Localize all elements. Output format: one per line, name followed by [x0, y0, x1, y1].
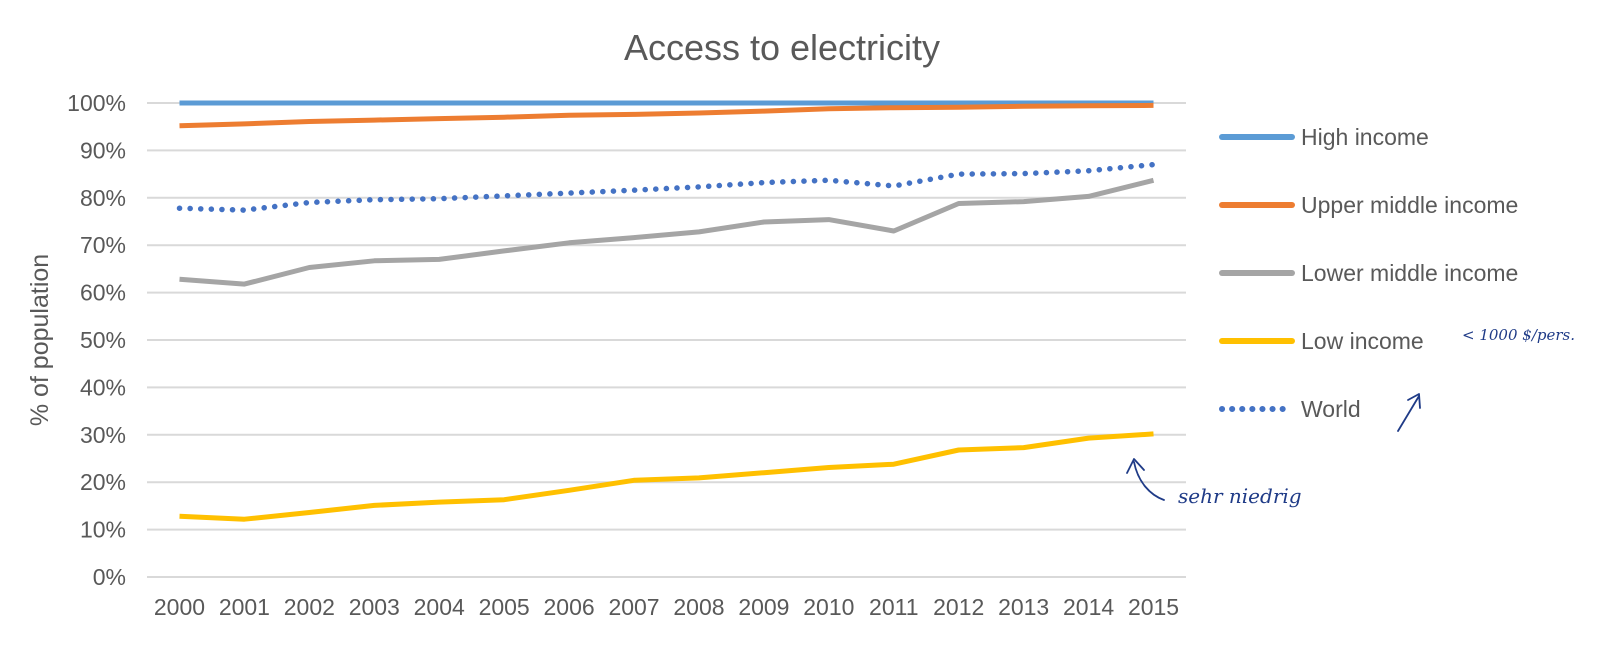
x-tick-label: 2011 [869, 594, 918, 620]
y-tick-label: 60% [80, 280, 126, 306]
y-tick-label: 90% [80, 137, 126, 163]
x-tick-label: 2008 [673, 594, 724, 620]
gridlines [147, 102, 1186, 578]
y-tick-label: 30% [80, 422, 126, 448]
y-tick-label: 20% [80, 469, 126, 495]
y-tick-label: 70% [80, 232, 126, 258]
x-axis-ticks: 2000 2001 2002 2003 2004 2005 2006 2007 2008 2009… [154, 594, 1179, 620]
x-tick-label: 2015 [1128, 594, 1179, 620]
y-tick-label: 10% [80, 517, 126, 543]
arrow-to-threshold-icon [1397, 393, 1421, 432]
legend-label-low-income: Low income [1301, 328, 1424, 354]
x-tick-label: 2013 [998, 594, 1049, 620]
legend-label-world: World [1301, 396, 1361, 422]
legend: High income Upper middle income Lower midd… [1219, 124, 1518, 422]
x-tick-label: 2010 [803, 594, 854, 620]
y-tick-label: 50% [80, 327, 126, 353]
x-tick-label: 2006 [544, 594, 595, 620]
legend-label-high-income: High income [1301, 124, 1429, 150]
x-tick-label: 2003 [349, 594, 400, 620]
note-sehr-niedrig: sehr niedrig [1178, 484, 1302, 508]
y-tick-label: 0% [93, 564, 126, 590]
y-tick-label: 40% [80, 374, 126, 400]
x-tick-label: 2007 [608, 594, 659, 620]
arrow-to-low-income-icon [1126, 458, 1165, 501]
note-threshold: < 1000 $/pers. [1462, 326, 1575, 344]
legend-label-upper-middle-income: Upper middle income [1301, 192, 1518, 218]
x-tick-label: 2014 [1063, 594, 1114, 620]
y-axis-ticks: 0% 10% 20% 30% 40% 50% 60% 70% 80% 90% 100% [67, 90, 126, 590]
x-tick-label: 2004 [414, 594, 465, 620]
series-line-upper-middle-income [179, 102, 1154, 129]
x-tick-label: 2002 [284, 594, 335, 620]
series-line-lower-middle-income [179, 177, 1155, 287]
handwritten-note-sehr-niedrig: sehr niedrig [1126, 458, 1302, 508]
chart-title: Access to electricity [624, 27, 940, 68]
series-line-low-income [179, 431, 1154, 522]
x-tick-label: 2009 [738, 594, 789, 620]
y-tick-label: 80% [80, 185, 126, 211]
series-line-world [176, 161, 1157, 213]
legend-label-lower-middle-income: Lower middle income [1301, 260, 1518, 286]
x-tick-label: 2005 [479, 594, 530, 620]
series-lines [176, 100, 1157, 522]
y-tick-label: 100% [67, 90, 126, 116]
x-tick-label: 2012 [933, 594, 984, 620]
handwritten-note-threshold: < 1000 $/pers. [1397, 326, 1575, 432]
x-tick-label: 2001 [219, 594, 270, 620]
x-tick-label: 2000 [154, 594, 205, 620]
y-axis-label: % of population [26, 254, 54, 426]
